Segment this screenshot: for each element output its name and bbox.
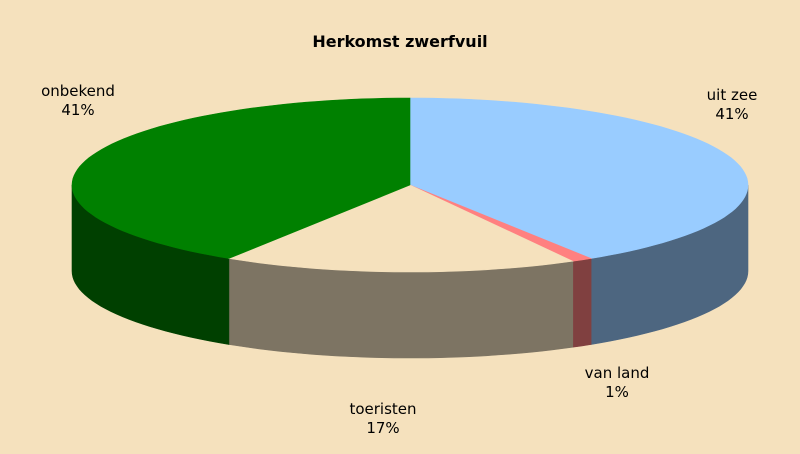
label-onbekend-name: onbekend (41, 82, 115, 100)
label-toeristen-pct: 17% (366, 419, 400, 437)
label-uit-zee-pct: 41% (715, 105, 749, 123)
label-onbekend: onbekend 41% (28, 82, 128, 120)
pie-slice-onbekend (71, 97, 411, 259)
pie-sides (71, 184, 749, 359)
pie-side-toeristen (228, 258, 574, 359)
label-van-land: van land 1% (572, 364, 662, 402)
chart-title: Herkomst zwerfvuil (312, 32, 488, 51)
pie-slice-toeristen (227, 184, 574, 273)
label-toeristen: toeristen 17% (338, 400, 428, 438)
pie-tops (71, 97, 749, 273)
label-toeristen-name: toeristen (349, 400, 417, 418)
label-onbekend-pct: 41% (61, 101, 95, 119)
pie-slice-uit-zee (409, 97, 749, 259)
label-van-land-name: van land (584, 364, 650, 382)
label-van-land-pct: 1% (605, 383, 629, 401)
label-uit-zee-name: uit zee (706, 86, 758, 104)
pie-side-van-land (572, 258, 592, 348)
label-uit-zee: uit zee 41% (692, 86, 772, 124)
